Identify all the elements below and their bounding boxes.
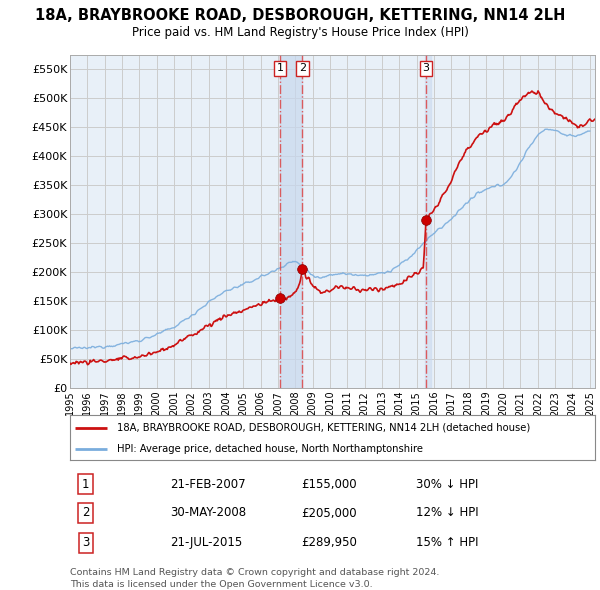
Text: £205,000: £205,000 (301, 506, 356, 520)
Text: Contains HM Land Registry data © Crown copyright and database right 2024.: Contains HM Land Registry data © Crown c… (70, 568, 439, 577)
Text: 1: 1 (277, 63, 284, 73)
Text: 2: 2 (299, 63, 306, 73)
Text: 3: 3 (422, 63, 430, 73)
Text: HPI: Average price, detached house, North Northamptonshire: HPI: Average price, detached house, Nort… (117, 444, 423, 454)
Bar (425, 55, 431, 388)
Text: 30% ↓ HPI: 30% ↓ HPI (416, 478, 479, 491)
Text: £289,950: £289,950 (301, 536, 357, 549)
Text: 1: 1 (82, 478, 89, 491)
Bar (280, 55, 302, 388)
Text: 21-FEB-2007: 21-FEB-2007 (170, 478, 245, 491)
Text: 30-MAY-2008: 30-MAY-2008 (170, 506, 246, 520)
Text: 2: 2 (82, 506, 89, 520)
Text: 12% ↓ HPI: 12% ↓ HPI (416, 506, 479, 520)
Text: Price paid vs. HM Land Registry's House Price Index (HPI): Price paid vs. HM Land Registry's House … (131, 26, 469, 39)
Text: 18A, BRAYBROOKE ROAD, DESBOROUGH, KETTERING, NN14 2LH: 18A, BRAYBROOKE ROAD, DESBOROUGH, KETTER… (35, 8, 565, 23)
Text: 15% ↑ HPI: 15% ↑ HPI (416, 536, 479, 549)
Text: £155,000: £155,000 (301, 478, 356, 491)
Text: This data is licensed under the Open Government Licence v3.0.: This data is licensed under the Open Gov… (70, 580, 373, 589)
Text: 3: 3 (82, 536, 89, 549)
Text: 18A, BRAYBROOKE ROAD, DESBOROUGH, KETTERING, NN14 2LH (detached house): 18A, BRAYBROOKE ROAD, DESBOROUGH, KETTER… (117, 422, 530, 432)
Text: 21-JUL-2015: 21-JUL-2015 (170, 536, 242, 549)
